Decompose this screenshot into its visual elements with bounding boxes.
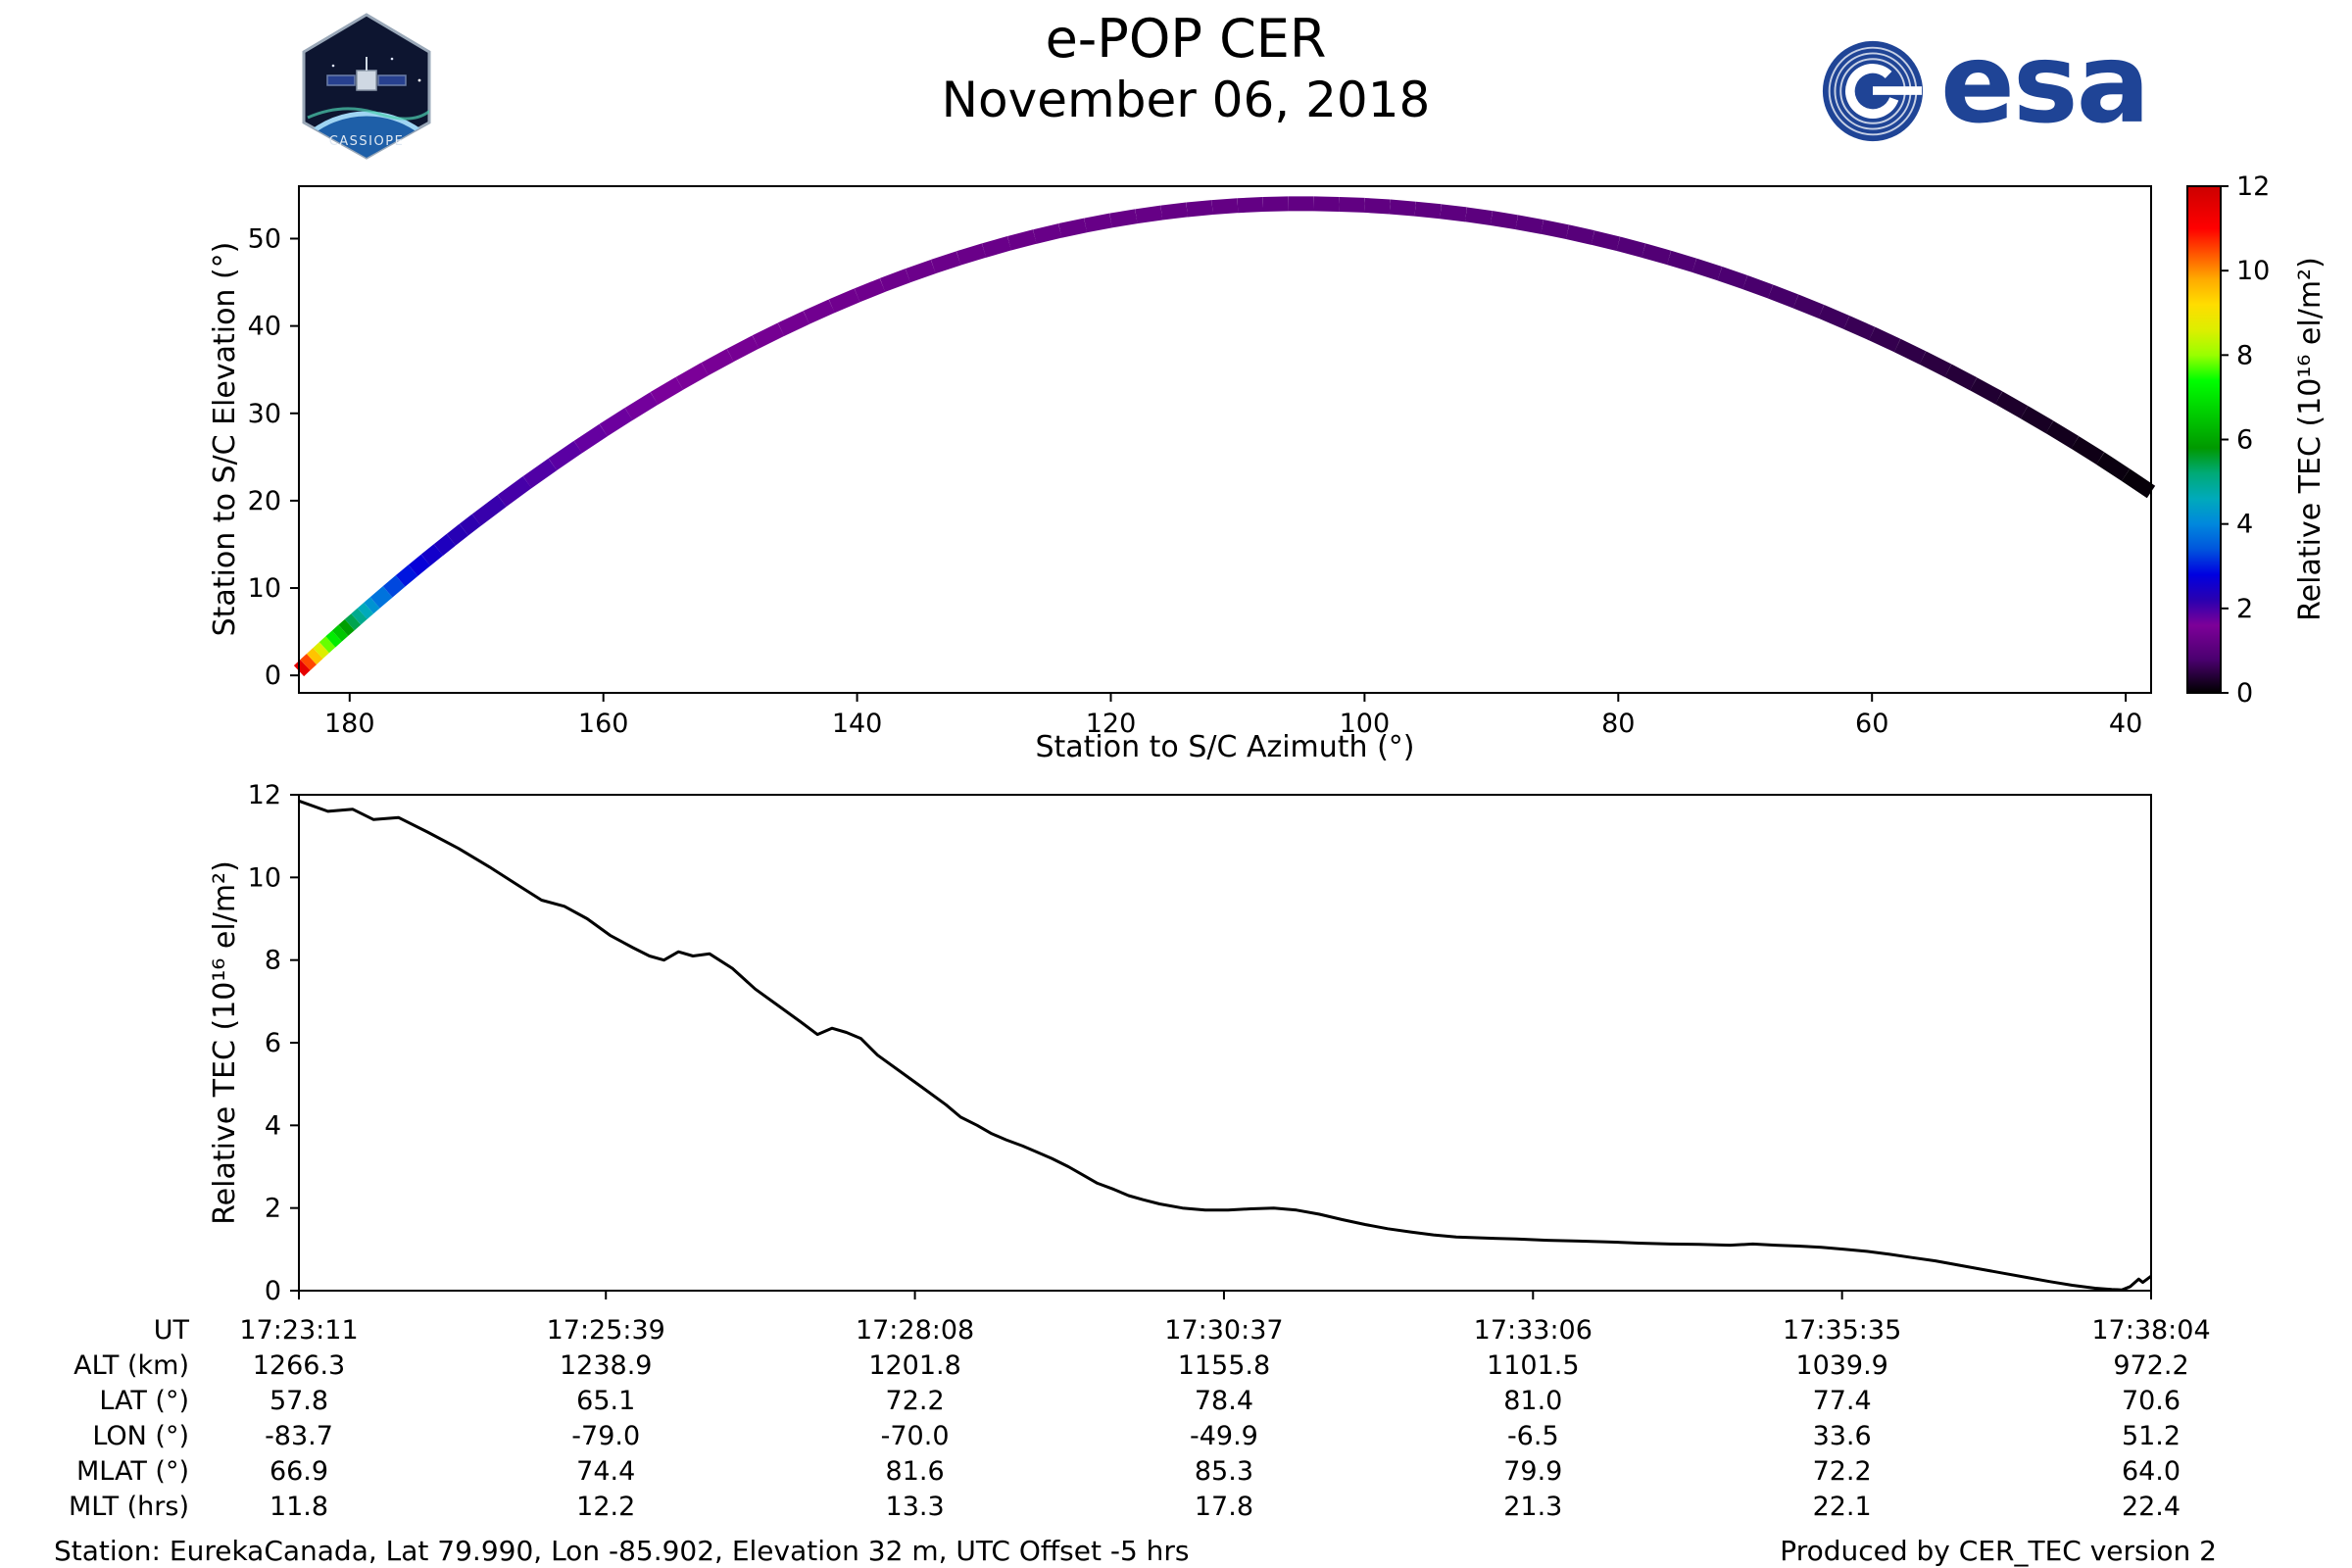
tick-label-cell: 79.9: [1503, 1456, 1563, 1487]
page-title: e-POP CER: [1045, 8, 1327, 70]
tick-label-cell: 66.9: [269, 1456, 329, 1487]
tick-label-cell: 17:33:06: [1473, 1315, 1592, 1346]
tick-label-cell: 12.2: [576, 1492, 636, 1522]
tick-label-cell: 17:28:08: [855, 1315, 975, 1346]
svg-text:60: 60: [1855, 709, 1888, 739]
tick-label-cell: -49.9: [1190, 1421, 1258, 1451]
tick-row-header: ALT (km): [74, 1350, 189, 1381]
page-date: November 06, 2018: [941, 72, 1431, 128]
tick-label-cell: -79.0: [571, 1421, 641, 1451]
svg-text:8: 8: [265, 946, 281, 976]
tick-label-cell: 33.6: [1812, 1421, 1872, 1451]
bottom-plot-y-axis-label: Relative TEC (10¹⁶ el/m²): [208, 860, 242, 1225]
tick-label-cell: 13.3: [885, 1492, 945, 1522]
top-plot-x-axis-label: Station to S/C Azimuth (°): [1035, 730, 1415, 764]
svg-text:100: 100: [1340, 709, 1391, 739]
svg-text:180: 180: [324, 709, 375, 739]
tick-label-cell: 65.1: [576, 1386, 636, 1416]
tick-label-cell: -83.7: [265, 1421, 333, 1451]
svg-text:30: 30: [248, 399, 281, 429]
svg-text:0: 0: [265, 1276, 281, 1306]
tick-label-cell: 1101.5: [1487, 1350, 1580, 1381]
tick-label-cell: 1201.8: [868, 1350, 961, 1381]
tick-label-cell: 1238.9: [559, 1350, 653, 1381]
tick-label-cell: 22.4: [2121, 1492, 2181, 1522]
svg-text:20: 20: [248, 486, 281, 516]
tick-label-cell: 81.0: [1503, 1386, 1563, 1416]
svg-text:2: 2: [2236, 594, 2253, 624]
tick-label-cell: 1266.3: [252, 1350, 346, 1381]
svg-text:40: 40: [248, 312, 281, 342]
svg-text:0: 0: [265, 661, 281, 691]
tick-label-cell: 64.0: [2121, 1456, 2181, 1487]
svg-text:10: 10: [248, 862, 281, 893]
tick-label-cell: 1155.8: [1177, 1350, 1271, 1381]
colorbar-label: Relative TEC (10¹⁶ el/m²): [2293, 257, 2328, 621]
cassiope-patch-icon: CASSIOPE: [302, 13, 431, 160]
tick-label-cell: 22.1: [1812, 1492, 1872, 1522]
tick-label-cell: 17:25:39: [546, 1315, 665, 1346]
tick-label-cell: -70.0: [880, 1421, 950, 1451]
tick-label-cell: 78.4: [1194, 1386, 1253, 1416]
tick-label-cell: 11.8: [269, 1492, 329, 1522]
tick-row-header: LAT (°): [99, 1386, 189, 1416]
tick-label-cell: 57.8: [269, 1386, 329, 1416]
esa-logo: esa: [1821, 25, 2150, 157]
svg-text:4: 4: [265, 1110, 281, 1141]
svg-text:8: 8: [2236, 340, 2253, 370]
svg-text:6: 6: [2236, 425, 2253, 456]
tick-label-cell: 51.2: [2121, 1421, 2181, 1451]
tick-row-header: MLT (hrs): [68, 1492, 189, 1522]
cassiope-patch-label: CASSIOPE: [329, 134, 405, 149]
svg-text:10: 10: [248, 573, 281, 604]
esa-wordmark: esa: [1940, 21, 2150, 148]
cassiope-mission-patch: CASSIOPE: [294, 12, 439, 161]
svg-text:50: 50: [248, 223, 281, 254]
tick-label-cell: 17:38:04: [2091, 1315, 2211, 1346]
svg-text:2: 2: [265, 1194, 281, 1224]
svg-text:12: 12: [2236, 172, 2270, 202]
tick-label-cell: 21.3: [1503, 1492, 1563, 1522]
top-plot-y-axis-label: Station to S/C Elevation (°): [208, 241, 242, 637]
tick-row-header: UT: [153, 1315, 189, 1346]
tick-label-cell: 17:35:35: [1783, 1315, 1902, 1346]
tick-label-cell: 70.6: [2121, 1386, 2181, 1416]
svg-text:0: 0: [2236, 678, 2253, 709]
tick-row-header: LON (°): [92, 1421, 189, 1451]
svg-text:4: 4: [2236, 510, 2253, 540]
station-info: Station: EurekaCanada, Lat 79.990, Lon -…: [54, 1535, 1190, 1567]
tick-label-cell: 972.2: [2113, 1350, 2189, 1381]
svg-text:6: 6: [265, 1028, 281, 1058]
tick-label-cell: 81.6: [885, 1456, 945, 1487]
svg-text:12: 12: [248, 780, 281, 810]
tick-label-cell: 72.2: [1812, 1456, 1872, 1487]
svg-text:10: 10: [2236, 256, 2270, 286]
tick-label-cell: 1039.9: [1795, 1350, 1888, 1381]
svg-text:40: 40: [2109, 709, 2142, 739]
tick-label-cell: 17.8: [1194, 1492, 1253, 1522]
svg-text:120: 120: [1086, 709, 1137, 739]
tick-label-cell: 72.2: [885, 1386, 945, 1416]
tick-label-cell: 77.4: [1812, 1386, 1872, 1416]
tick-label-cell: 85.3: [1194, 1456, 1253, 1487]
produced-by: Produced by CER_TEC version 2: [1780, 1535, 2217, 1567]
tick-row-header: MLAT (°): [76, 1456, 189, 1487]
svg-text:140: 140: [832, 709, 883, 739]
tick-label-cell: 17:30:37: [1164, 1315, 1284, 1346]
svg-text:160: 160: [578, 709, 629, 739]
tick-label-cell: 17:23:11: [239, 1315, 359, 1346]
esa-emblem-icon: [1822, 40, 1924, 142]
tick-label-cell: -6.5: [1506, 1421, 1559, 1451]
svg-text:80: 80: [1601, 709, 1635, 739]
tick-label-cell: 74.4: [576, 1456, 636, 1487]
